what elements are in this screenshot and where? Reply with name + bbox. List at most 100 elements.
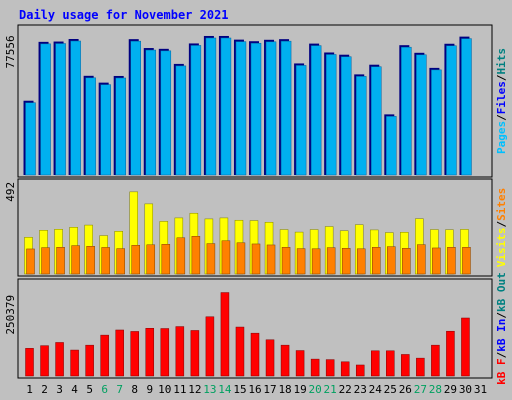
bars [23,35,472,176]
bar-hits [355,76,367,176]
chart-title: Daily usage for November 2021 [19,8,229,22]
bar-kbytes [160,328,170,377]
bar-sites [131,245,140,275]
legend-entry: kB F [495,358,508,385]
bar-hits [160,50,172,176]
series-legend: Visits/Sites [495,188,508,268]
bar-sites [326,247,336,275]
bar-hits [250,42,262,176]
bar-sites [236,242,246,275]
bar-hits [386,116,397,176]
bar-sites [86,246,95,275]
bar-hits [325,54,337,176]
bar-hits [220,37,232,176]
x-tick-label: 7 [116,383,123,396]
x-tick-label: 2 [41,383,48,396]
x-tick-label: 18 [278,383,291,396]
bar-hits [190,45,202,176]
bar-sites [402,248,411,275]
bar-kbytes [85,344,94,377]
legend-entry: Files [495,81,508,114]
bar-sites [221,240,231,275]
bar-sites [296,248,306,275]
legend-entry: kB In [495,319,508,352]
bar-sites [101,247,110,275]
bar-hits [310,45,322,176]
x-tick-label: 30 [459,383,472,396]
bar-kbytes [371,350,380,377]
bar-sites [71,245,80,275]
bar-kbytes [355,364,365,377]
bar-kbytes [130,331,139,377]
bar-hits [55,43,66,176]
bar-kbytes [401,354,410,377]
x-tick-label: 5 [86,383,93,396]
legend-entry: / [495,312,508,319]
bar-sites [356,248,366,275]
bar-hits [235,41,247,176]
x-tick-label: 9 [146,383,153,396]
bar-kbytes [70,349,79,377]
bar-hits [461,38,472,176]
bar-sites [56,247,65,275]
bar-sites [146,244,156,275]
bar-sites [26,248,35,275]
bar-kbytes [205,316,215,377]
bar-hits [371,66,382,176]
bar-kbytes [280,344,290,377]
bar-sites [266,244,276,275]
legend-entry: / [495,351,508,358]
x-tick-label: 13 [203,383,216,396]
bar-kbytes [100,334,109,377]
bar-kbytes [175,326,185,377]
chart-panels: 77556Pages/Files/Hits492Visits/Sites2503… [4,24,508,385]
bar-kbytes [265,339,275,377]
bar-kbytes [340,361,350,377]
x-tick-label: 1 [26,383,33,396]
bar-hits [115,77,126,176]
bar-hits [145,49,157,176]
x-tick-label: 28 [429,383,442,396]
x-tick-label: 10 [158,383,171,396]
bar-sites [341,248,351,275]
bar-sites [251,243,261,275]
legend-entry: Pages [495,121,508,154]
bar-kbytes [145,328,155,377]
bar-hits [130,40,141,176]
bar-hits [85,77,96,176]
y-tick-label: 77556 [4,35,17,68]
legend-entry: Sites [495,188,508,221]
bar-kbytes [386,350,395,377]
x-tick-label: 12 [188,383,201,396]
y-tick-label: 492 [4,182,17,202]
x-tick-label: 15 [233,383,246,396]
x-tick-label: 8 [131,383,138,396]
bar-sites [417,244,426,275]
x-tick-label: 4 [71,383,78,396]
x-tick-label: 20 [309,383,322,396]
x-tick-label: 31 [474,383,487,396]
bar-hits [295,65,307,176]
x-tick-label: 29 [444,383,457,396]
bar-hits [280,40,292,176]
bar-kbytes [461,317,470,377]
x-tick-label: 14 [218,383,232,396]
bar-hits [340,56,352,176]
bar-hits [446,45,457,176]
x-tick-label: 21 [324,383,337,396]
bar-kbytes [250,332,260,377]
x-tick-label: 23 [354,383,367,396]
bar-sites [116,248,125,275]
bar-hits [431,69,442,176]
x-tick-label: 26 [399,383,412,396]
bar-kbytes [235,326,245,377]
legend-entry: / [495,114,508,121]
x-tick-label: 25 [384,383,397,396]
bar-kbytes [190,330,200,377]
bar-sites [161,244,171,275]
bar-hits [401,46,412,176]
bar-kbytes [446,330,455,377]
bar-hits [40,43,51,176]
